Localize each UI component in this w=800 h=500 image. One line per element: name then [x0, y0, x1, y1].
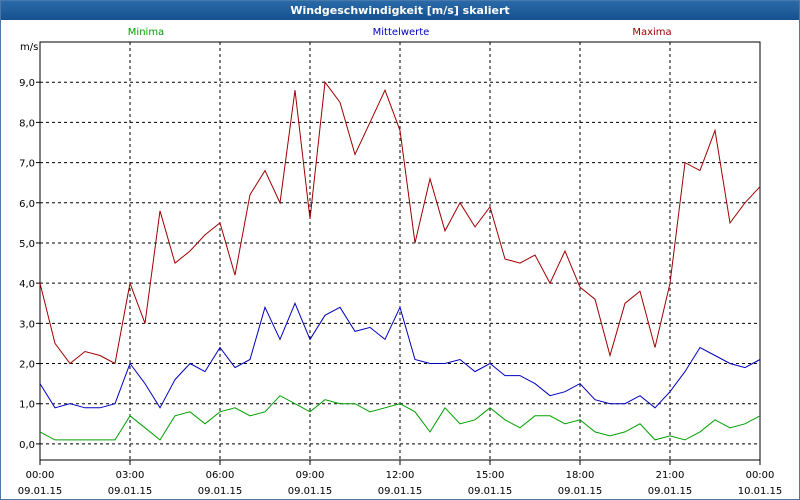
- legend-maxima: Maxima: [632, 27, 671, 38]
- x-tick-time-label: 21:00: [656, 470, 685, 481]
- x-tick-date-label: 09.01.15: [648, 486, 693, 497]
- x-tick-date-label: 09.01.15: [558, 486, 603, 497]
- x-tick-time-label: 09:00: [296, 470, 325, 481]
- x-tick-date-label: 09.01.15: [198, 486, 243, 497]
- series-line-maxima: [39, 80, 761, 365]
- y-tick-label: 7,0: [19, 159, 35, 170]
- x-tick-time-label: 00:00: [746, 470, 775, 481]
- x-tick-date-label: 09.01.15: [468, 486, 513, 497]
- x-tick-date-label: 09.01.15: [288, 486, 333, 497]
- x-tick-date-label: 09.01.15: [108, 486, 153, 497]
- y-tick-label: 0,0: [19, 440, 35, 451]
- x-tick-time-label: 18:00: [566, 470, 595, 481]
- y-tick-label: 2,0: [19, 360, 35, 371]
- x-tick-time-label: 12:00: [386, 470, 415, 481]
- x-tick-time-label: 06:00: [206, 470, 235, 481]
- y-tick-label: 6,0: [19, 199, 35, 210]
- x-tick-time-label: 03:00: [116, 470, 145, 481]
- legend-mittelwerte: Mittelwerte: [373, 27, 430, 38]
- x-tick-time-label: 00:00: [26, 470, 55, 481]
- y-tick-label: 3,0: [19, 319, 35, 330]
- y-axis-label: m/s: [20, 42, 38, 53]
- y-tick-label: 5,0: [19, 239, 35, 250]
- y-tick-label: 8,0: [19, 118, 35, 129]
- y-tick-label: 4,0: [19, 279, 35, 290]
- series-line-minima: [39, 395, 761, 441]
- x-tick-date-label: 09.01.15: [18, 486, 63, 497]
- x-tick-date-label: 10.01.15: [738, 486, 783, 497]
- y-tick-label: 1,0: [19, 400, 35, 411]
- y-tick-label: 9,0: [19, 78, 35, 89]
- window-title: Windgeschwindigkeit [m/s] skaliert: [1, 1, 799, 20]
- legend-minima: Minima: [128, 27, 164, 38]
- series-line-mittelwerte: [39, 301, 761, 409]
- x-tick-date-label: 09.01.15: [378, 486, 423, 497]
- x-tick-time-label: 15:00: [476, 470, 505, 481]
